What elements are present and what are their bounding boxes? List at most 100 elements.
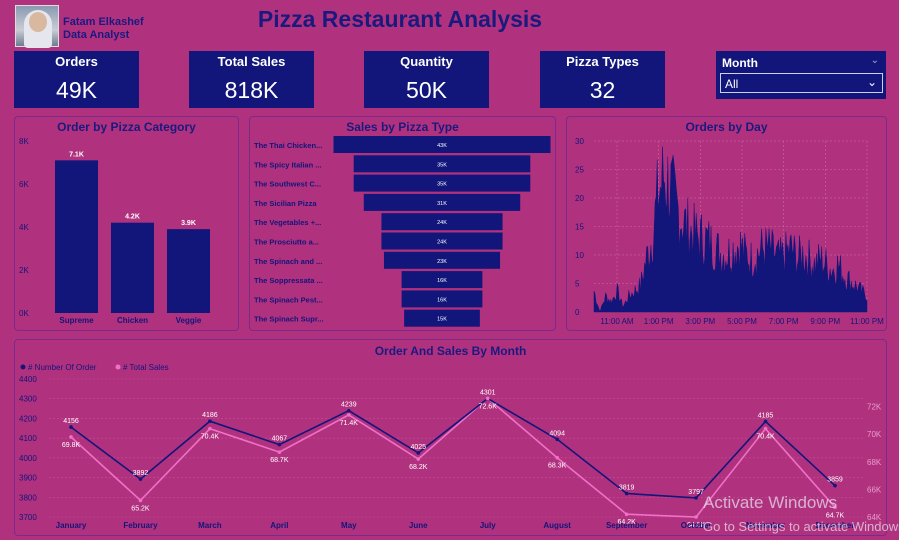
sales-data-label: 70.4K [756, 434, 775, 441]
x-tick-label: October [681, 521, 712, 530]
kpi-card-quantity: Quantity 50K [364, 51, 489, 108]
y-tick-label: 5 [575, 280, 580, 289]
kpi-card-total-sales: Total Sales 818K [189, 51, 314, 108]
activation-watermark: Activate Windows [703, 493, 838, 512]
sales-data-label: 72.6K [479, 403, 498, 410]
x-tick-label: May [341, 521, 357, 530]
orders-point [624, 491, 629, 496]
kpi-value: 818K [224, 77, 279, 103]
category-label: The Spinach Supr... [254, 315, 324, 324]
kpi-value: 50K [406, 77, 447, 103]
kpi-card-orders: Orders 49K [14, 51, 139, 108]
kpi-card-pizza-types: Pizza Types 32 [540, 51, 665, 108]
x-tick-label: Veggie [176, 316, 202, 325]
x-tick-label: December [816, 521, 855, 530]
x-tick-label: April [270, 521, 288, 530]
author-avatar [15, 5, 59, 48]
orders-data-label: 4067 [272, 436, 288, 443]
sales-data-label: 64.2K [617, 519, 636, 526]
y-tick-label: 4300 [19, 395, 37, 404]
dropdown-selected-value: All [725, 77, 739, 91]
author-name: Fatam Elkashef [63, 16, 144, 28]
x-tick-label: September [606, 521, 647, 530]
orders-point [416, 451, 421, 455]
sales-point [277, 450, 282, 454]
y-tick-label: 30 [575, 137, 584, 146]
sales-point [833, 505, 837, 510]
y-tick-label: 15 [575, 223, 584, 232]
category-label: The Southwest C... [254, 180, 321, 189]
orders-point [694, 496, 698, 500]
data-label: 16K [437, 278, 447, 284]
month-slicer: Month ⌄ All ⌄ [716, 51, 886, 99]
bar [167, 229, 210, 313]
sales-line [70, 397, 836, 518]
orders-point [833, 483, 837, 488]
data-label: 24K [437, 240, 447, 246]
orders-point [208, 419, 212, 423]
bar [111, 222, 154, 313]
orders-data-label: 3859 [827, 477, 843, 484]
legend-label: # Number Of Order [28, 363, 97, 372]
data-label: 43K [437, 143, 447, 149]
x-tick-label: Supreme [59, 316, 94, 325]
orders-data-label: 3892 [133, 470, 149, 477]
y2-tick-label: 66K [867, 485, 882, 494]
author-role: Data Analyst [63, 29, 130, 41]
category-chart-panel: Order by Pizza Category 0K 2K 4K 6K 8K 7.1K Su… [14, 116, 239, 331]
y-tick-label: 0 [575, 308, 580, 317]
x-tick-label: June [409, 521, 428, 530]
chart-title: Orders by Day [685, 120, 768, 134]
orders-data-label: 3819 [619, 485, 635, 492]
funnel-bar [363, 193, 521, 211]
category-label: The Spinach Pest... [254, 295, 323, 304]
sales-data-label: 68.3K [548, 463, 567, 470]
category-label: The Sicilian Pizza [254, 199, 317, 208]
funnel-bar [381, 213, 503, 231]
pizza-type-chart-panel: Sales by Pizza Type The Thai Chicken... 4… [249, 116, 556, 331]
kpi-label: Pizza Types [566, 54, 639, 69]
data-label: 35K [437, 162, 447, 168]
sales-data-label: 64.7K [826, 512, 845, 519]
sales-point [555, 455, 559, 460]
y-tick-label: 0K [19, 309, 29, 318]
data-label: 15K [437, 317, 447, 323]
legend-marker [115, 364, 121, 370]
month-dropdown[interactable]: All ⌄ [720, 73, 883, 93]
data-label: 3.9K [181, 220, 196, 227]
sales-data-label: 68.2K [409, 464, 428, 471]
y-tick-label: 4000 [19, 454, 37, 463]
funnel-bar [401, 290, 483, 308]
orders-by-day-panel: Orders by Day 0 5 10 15 20 25 30 11:00 AM 1:00 P… [566, 116, 887, 331]
sales-point [624, 512, 629, 517]
sales-data-label: 65.2K [131, 505, 150, 512]
data-label: 31K [437, 201, 447, 207]
legend-label: # Total Sales [123, 363, 169, 372]
x-tick-label: November [746, 521, 785, 530]
kpi-value: 32 [589, 77, 616, 103]
y2-tick-label: 68K [867, 458, 882, 467]
funnel-bar [353, 174, 531, 192]
orders-point [277, 442, 282, 447]
orders-data-label: 3797 [688, 489, 704, 496]
x-tick-label: 9:00 PM [810, 317, 840, 326]
slicer-label: Month [722, 56, 758, 70]
monthly-chart-panel: Order And Sales By Month # Number Of Ord… [14, 339, 887, 536]
sales-point [416, 457, 421, 461]
chart-title: Order And Sales By Month [374, 344, 527, 358]
sales-data-label: 68.7K [270, 457, 289, 464]
orders-line [70, 397, 836, 499]
data-label: 24K [437, 220, 447, 226]
data-label: 4.2K [125, 214, 140, 221]
category-label: The Soppressata ... [254, 276, 323, 285]
x-tick-label: August [543, 521, 571, 530]
x-tick-label: Chicken [117, 316, 148, 325]
page-title: Pizza Restaurant Analysis [257, 6, 543, 32]
sales-point [138, 498, 143, 503]
x-tick-label: January [56, 521, 87, 530]
pizza-type-funnel-chart: The Thai Chicken... 43K The Spicy Italian … [254, 136, 551, 327]
category-bar-chart: 0K 2K 4K 6K 8K 7.1K Supreme 4.2K Chicken 3.9K Vegg… [19, 137, 210, 325]
orders-data-label: 4156 [63, 418, 79, 425]
activation-watermark-sub: Go to Settings to activate Windows. [703, 519, 899, 534]
collapse-chevron-icon[interactable]: ⌄ [870, 55, 879, 66]
